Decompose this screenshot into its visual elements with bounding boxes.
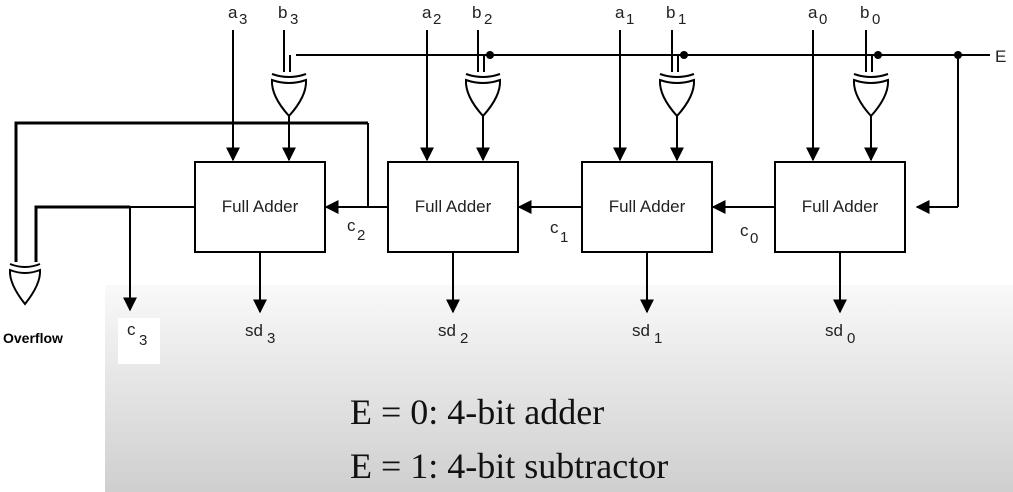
xor-gate [464,73,502,118]
a-input-letter: a [422,3,432,22]
overflow-xor-gate [8,263,42,306]
overflow-wiring [14,121,368,262]
full-adder-box [774,161,906,253]
sum-output-sub: 1 [654,330,662,347]
sum-output-letter: sd [825,321,843,340]
caption-line-subtractor: E = 1: 4-bit subtractor [350,446,668,486]
b-input-letter: b [666,3,675,22]
sum-output-letter: sd [632,321,650,340]
carry-c1-letter: c [550,218,559,237]
carry-c3-sub: 3 [139,332,147,349]
xor-gate [658,73,696,118]
full-adder-label: Full Adder [415,197,492,216]
a-input-sub: 2 [433,11,441,28]
xor-gates [270,73,890,118]
xor-gate [270,73,308,118]
carry-c1-sub: 1 [560,229,568,246]
sum-output-sub: 2 [460,330,468,347]
control-label-e: E [995,47,1006,66]
b-input-letter: b [860,3,869,22]
full-adder-box [194,161,326,253]
a-input-sub: 0 [819,11,827,28]
caption-line-adder: E = 0: 4-bit adder [350,392,604,432]
c3-label-background [118,318,160,364]
caption-background [105,285,1013,492]
b-input-letter: b [472,3,481,22]
carry-chain [123,123,775,312]
b-input-letter: b [278,3,287,22]
b-input-sub: 3 [290,11,298,28]
xor-gate [852,73,890,118]
sum-output-letter: sd [438,321,456,340]
full-adder-label: Full Adder [609,197,686,216]
b-input-sub: 2 [484,11,492,28]
full-adder-label: Full Adder [222,197,299,216]
a-input-letter: a [808,3,818,22]
carry-c0-sub: 0 [750,230,758,247]
full-adder-label: Full Adder [802,197,879,216]
a-input-letter: a [615,3,625,22]
a-input-letter: a [228,3,238,22]
carry-c2-sub: 2 [357,227,365,244]
carry-c0-letter: c [740,221,749,240]
sum-output-sub: 0 [847,330,855,347]
sum-output-letter: sd [245,321,263,340]
sum-output-sub: 3 [267,330,275,347]
carry-c3-letter: c [127,320,136,339]
full-adder-box [581,161,713,253]
junction-dots [486,51,962,59]
a-input-sub: 1 [626,11,634,28]
carry-c2-letter: c [347,216,356,235]
overflow-label: Overflow [3,330,63,346]
b-input-sub: 0 [872,11,880,28]
b-input-sub: 1 [678,11,686,28]
a-input-sub: 3 [239,11,247,28]
